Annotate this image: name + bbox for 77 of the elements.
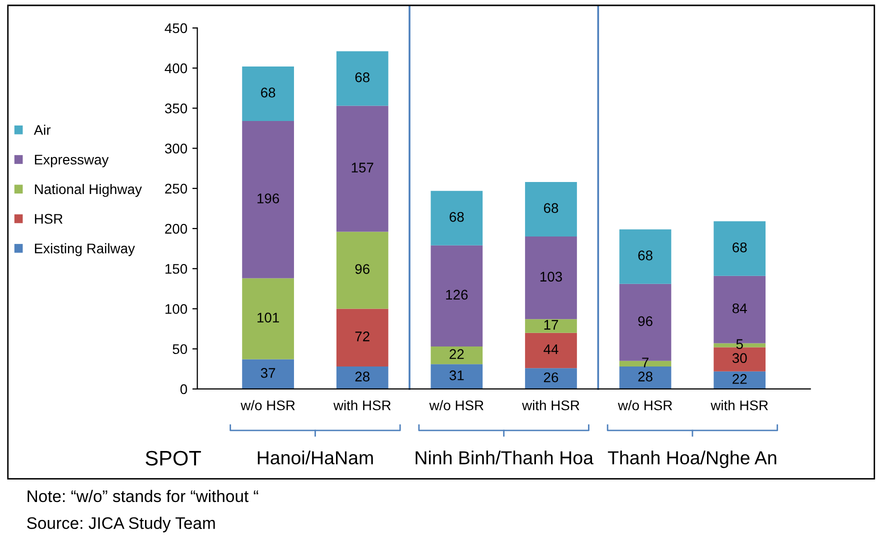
x-tick-label: w/o HSR <box>240 400 295 410</box>
legend-label: National Highway <box>34 184 142 197</box>
bar <box>336 232 388 309</box>
data-label: 68 <box>355 72 370 82</box>
bar <box>242 359 294 389</box>
data-label: 157 <box>352 162 374 172</box>
data-label: 72 <box>355 332 370 342</box>
legend-label: HSR <box>34 214 63 224</box>
bar <box>525 368 577 389</box>
y-tick-label: 300 <box>164 144 188 154</box>
data-label: 44 <box>544 344 558 354</box>
data-label: 17 <box>544 320 558 330</box>
text: Hanoi/HaNam <box>258 450 373 464</box>
data-label: 37 <box>260 368 276 378</box>
x-tick-label: w/o HSR <box>429 400 484 410</box>
y-tick-label: 350 <box>164 104 188 114</box>
bar <box>525 332 577 368</box>
data-label: 22 <box>450 349 464 359</box>
bar <box>336 51 388 106</box>
data-label: 68 <box>450 212 464 222</box>
bar <box>525 236 577 320</box>
legend-label: Air <box>34 124 51 135</box>
y-tick-label: 0 <box>180 384 188 394</box>
text: Ninh Binh/Thanh Hoa <box>416 450 594 464</box>
bar <box>714 371 766 389</box>
text: Thanh Hoa/Nghe An <box>608 450 776 468</box>
bar <box>619 366 672 389</box>
data-label: 22 <box>732 374 747 384</box>
data-label: 68 <box>638 250 652 260</box>
bar <box>242 278 294 360</box>
legend-label: Expressway <box>34 154 109 168</box>
bar <box>525 319 577 333</box>
data-label: 5 <box>736 339 743 349</box>
x-tick-label: with HSR <box>522 400 580 410</box>
data-label: 26 <box>544 372 558 382</box>
data-label: 28 <box>638 372 652 382</box>
data-label: 28 <box>355 372 370 382</box>
text: SPOT <box>146 450 201 466</box>
data-label: 7 <box>642 358 648 368</box>
data-label: 68 <box>261 88 276 98</box>
x-tick-label: with HSR <box>710 400 768 410</box>
data-label: 84 <box>732 303 747 314</box>
bar <box>242 121 294 278</box>
bar <box>430 346 483 364</box>
data-label: 126 <box>446 290 468 300</box>
bar <box>525 182 577 237</box>
bar <box>336 366 388 389</box>
data-label: 68 <box>544 203 558 214</box>
bar <box>430 245 483 346</box>
x-tick-label: with HSR <box>333 400 391 410</box>
x-tick-label: w/o HSR <box>618 400 672 410</box>
y-tick-label: 250 <box>165 184 188 194</box>
data-label: 68 <box>732 242 747 252</box>
text: Note: “w/o” stands for “without “ <box>28 490 258 502</box>
bar <box>714 347 766 372</box>
y-tick-label: 100 <box>165 304 188 314</box>
data-label: 103 <box>540 272 562 282</box>
bar <box>430 190 483 246</box>
y-tick-label: 50 <box>172 344 188 354</box>
data-label: 31 <box>449 370 464 380</box>
y-tick-label: 150 <box>165 264 188 274</box>
y-tick-label: 450 <box>164 23 188 34</box>
source-note: Source: JICA Study Team <box>27 516 215 532</box>
bar <box>336 308 388 367</box>
data-label: 101 <box>258 312 279 323</box>
y-tick-label: 200 <box>165 224 188 234</box>
bar <box>619 229 672 284</box>
bar <box>336 106 388 232</box>
y-tick-label: 400 <box>164 63 188 74</box>
bar <box>714 221 766 276</box>
data-label: 96 <box>355 264 370 274</box>
data-label: 96 <box>638 316 652 326</box>
data-label: 196 <box>258 194 280 204</box>
bar <box>430 364 483 389</box>
data-label: 30 <box>732 353 747 364</box>
bar <box>242 66 294 122</box>
legend-label: Existing Railway <box>34 243 135 256</box>
